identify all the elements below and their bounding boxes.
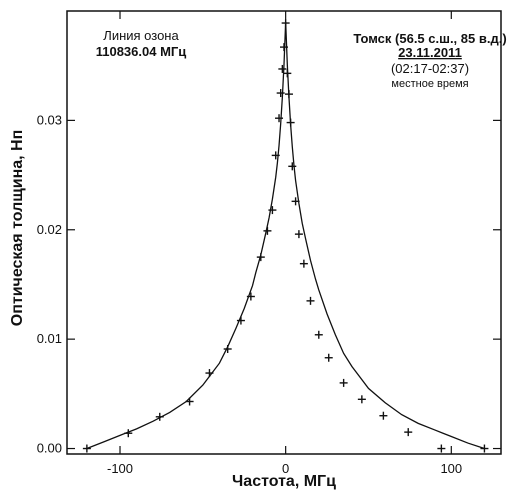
data-point-marker bbox=[314, 330, 323, 339]
data-point-marker bbox=[306, 296, 315, 305]
data-point-marker bbox=[437, 444, 446, 453]
data-point-marker bbox=[404, 428, 413, 437]
data-point-marker bbox=[280, 43, 288, 52]
data-point-marker bbox=[268, 206, 277, 215]
data-point-marker bbox=[223, 344, 232, 353]
x-axis-label: Частота, МГц bbox=[232, 473, 336, 490]
data-point-marker bbox=[299, 259, 308, 268]
right-annotation-line-4: местное время bbox=[391, 78, 468, 90]
data-point-marker bbox=[281, 19, 290, 28]
y-tick-label: 0.01 bbox=[37, 331, 62, 346]
plot-frame bbox=[66, 10, 502, 455]
data-point-marker bbox=[205, 369, 214, 378]
y-tick-label: 0.02 bbox=[37, 222, 62, 237]
data-point-marker bbox=[275, 114, 284, 123]
data-point-marker bbox=[286, 118, 295, 127]
data-point-marker bbox=[185, 397, 194, 406]
right-annotation-line-3: (02:17-02:37) bbox=[391, 61, 469, 76]
data-point-marker bbox=[294, 230, 303, 239]
data-point-marker bbox=[124, 429, 133, 438]
data-point-marker bbox=[155, 412, 164, 421]
data-point-marker bbox=[276, 89, 285, 98]
data-point-marker bbox=[288, 162, 297, 171]
data-point-marker bbox=[324, 353, 333, 362]
axis-layer: -100 0 100 0.00 0.01 0.02 0.03 bbox=[37, 11, 501, 476]
annotation-layer: Линия озона 110836.04 МГц Томск (56.5 с.… bbox=[96, 28, 507, 90]
data-point-marker bbox=[357, 395, 366, 404]
right-annotation-line-2: 23.11.2011 bbox=[398, 45, 462, 60]
x-tick-label: -100 bbox=[107, 461, 133, 476]
data-point-marker bbox=[263, 226, 272, 235]
x-tick-label: 100 bbox=[440, 461, 462, 476]
data-point-marker bbox=[284, 90, 293, 99]
y-axis-label: Оптическая толщина, Нп bbox=[9, 130, 26, 327]
data-point-marker bbox=[480, 444, 489, 453]
data-point-marker bbox=[256, 253, 265, 262]
data-point-marker bbox=[339, 378, 348, 387]
data-point-marker bbox=[278, 64, 287, 73]
left-annotation-line-1: Линия озона bbox=[103, 28, 179, 43]
data-point-marker bbox=[379, 411, 388, 420]
data-point-marker bbox=[246, 292, 255, 301]
x-tick-label: 0 bbox=[282, 461, 289, 476]
y-tick-label: 0.00 bbox=[37, 441, 62, 456]
data-point-marker bbox=[291, 197, 300, 206]
data-point-marker bbox=[82, 444, 91, 453]
data-point-marker bbox=[271, 151, 280, 160]
right-annotation-line-1: Томск (56.5 с.ш., 85 в.д.) bbox=[353, 31, 506, 46]
y-tick-label: 0.03 bbox=[37, 112, 62, 127]
data-point-marker bbox=[283, 69, 292, 78]
data-point-marker bbox=[236, 316, 245, 325]
left-annotation-line-2: 110836.04 МГц bbox=[96, 44, 187, 59]
marker-layer bbox=[82, 19, 489, 453]
